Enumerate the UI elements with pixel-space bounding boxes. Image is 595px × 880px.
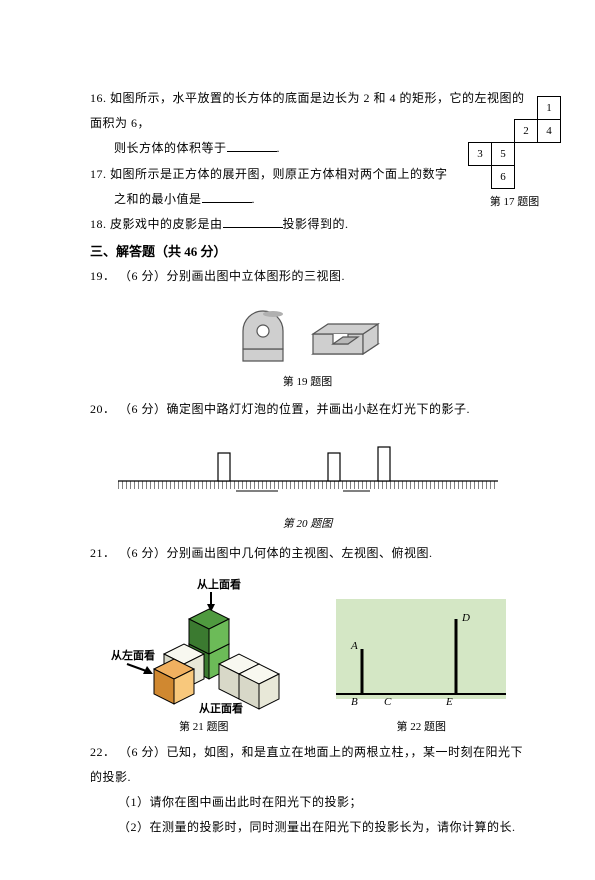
section-3-title: 三、解答题（共 46 分） [90, 241, 525, 260]
svg-text:C: C [384, 696, 392, 708]
q17-tail: . [252, 192, 256, 206]
q18: 18. 皮影戏中的皮影是由 投影得到的. [90, 212, 525, 237]
q21-text: （6 分）分别画出图中几何体的主视图、左视图、俯视图. [119, 546, 433, 560]
svg-text:E: E [445, 696, 453, 708]
q19-num: 19． [90, 269, 116, 283]
net-cell-1: 1 [538, 97, 561, 120]
q17-line2: 之和的最小值是. [90, 187, 525, 212]
q16-blank [227, 139, 277, 152]
q17: 17. 如图所示是正方体的展开图，则原正方体相对两个面上的数字 [90, 162, 525, 187]
svg-text:A: A [350, 640, 358, 652]
net-cell-3: 3 [469, 143, 492, 166]
q21-num: 21． [90, 546, 116, 560]
q17-caption: 第 17 题图 [468, 193, 561, 209]
q19-text: （6 分）分别画出图中立体图形的三视图. [119, 269, 345, 283]
q17-blank [202, 190, 252, 203]
q19-figure: 第 19 题图 [90, 299, 525, 389]
q18-blank [223, 215, 283, 228]
net-cell-6: 6 [492, 166, 515, 189]
q19-caption: 第 19 题图 [90, 373, 525, 389]
q17-text1: 如图所示是正方体的展开图，则原正方体相对两个面上的数字 [110, 167, 448, 181]
q20-figure: 第 20 题图 [90, 441, 525, 531]
q18-num: 18. [90, 217, 107, 231]
q20-text: （6 分）确定图中路灯灯泡的位置，并画出小赵在灯光下的影子. [119, 402, 470, 416]
q22-caption: 第 22 题图 [336, 718, 506, 734]
q21: 21． （6 分）分别画出图中几何体的主视图、左视图、俯视图. [90, 541, 525, 566]
q22-num: 22． [90, 745, 116, 759]
net-cell-5: 5 [492, 143, 515, 166]
q18-tail: 投影得到的. [283, 217, 349, 231]
q19: 19． （6 分）分别画出图中立体图形的三视图. [90, 264, 525, 289]
q21-label-top-svg: 从上面看 [197, 577, 241, 591]
net-cell-4: 4 [538, 120, 561, 143]
q17-text2: 之和的最小值是 [114, 192, 202, 206]
q16-num: 16. [90, 91, 107, 105]
q16: 16. 如图所示，水平放置的长方体的底面是边长为 2 和 4 的矩形，它的左视图… [90, 86, 525, 136]
q20-num: 20． [90, 402, 116, 416]
q16-tail: . [277, 141, 281, 155]
svg-text:D: D [461, 612, 470, 624]
q21-figure: 从上面看 [109, 574, 299, 734]
q21-caption: 第 21 题图 [109, 718, 299, 734]
q21-label-front-svg: 从正面看 [199, 701, 243, 714]
q18-text1: 皮影戏中的皮影是由 [110, 217, 223, 231]
q16-text1: 如图所示，水平放置的长方体的底面是边长为 2 和 4 的矩形，它的左视图的面积为… [90, 91, 525, 130]
q20-caption: 第 20 题图 [90, 515, 525, 531]
q16-text2: 则长方体的体积等于 [114, 141, 227, 155]
q22-figure: A B C D E 第 22 题图 [336, 599, 506, 734]
q22: 22． （6 分）已知，如图，和是直立在地面上的两根立柱，，某一时刻在阳光下的投… [90, 740, 525, 790]
q22-text: （6 分）已知，如图，和是直立在地面上的两根立柱，，某一时刻在阳光下的投影. [90, 745, 523, 784]
cube-net-figure: 1 24 35 6 第 17 题图 [468, 96, 561, 209]
net-cell-2: 2 [515, 120, 538, 143]
q22-sub2: （2）在测量的投影时，同时测量出在阳光下的投影长为，请你计算的长. [90, 815, 525, 840]
q21-label-left-svg: 从左面看 [111, 648, 155, 662]
svg-text:B: B [351, 696, 358, 708]
q20: 20． （6 分）确定图中路灯灯泡的位置，并画出小赵在灯光下的影子. [90, 397, 525, 422]
q21-q22-figures: 从上面看 [90, 574, 525, 734]
q17-num: 17. [90, 167, 107, 181]
q16-line2: 则长方体的体积等于. [90, 136, 525, 161]
q22-sub1: （1）请你在图中画出此时在阳光下的投影； [90, 790, 525, 815]
